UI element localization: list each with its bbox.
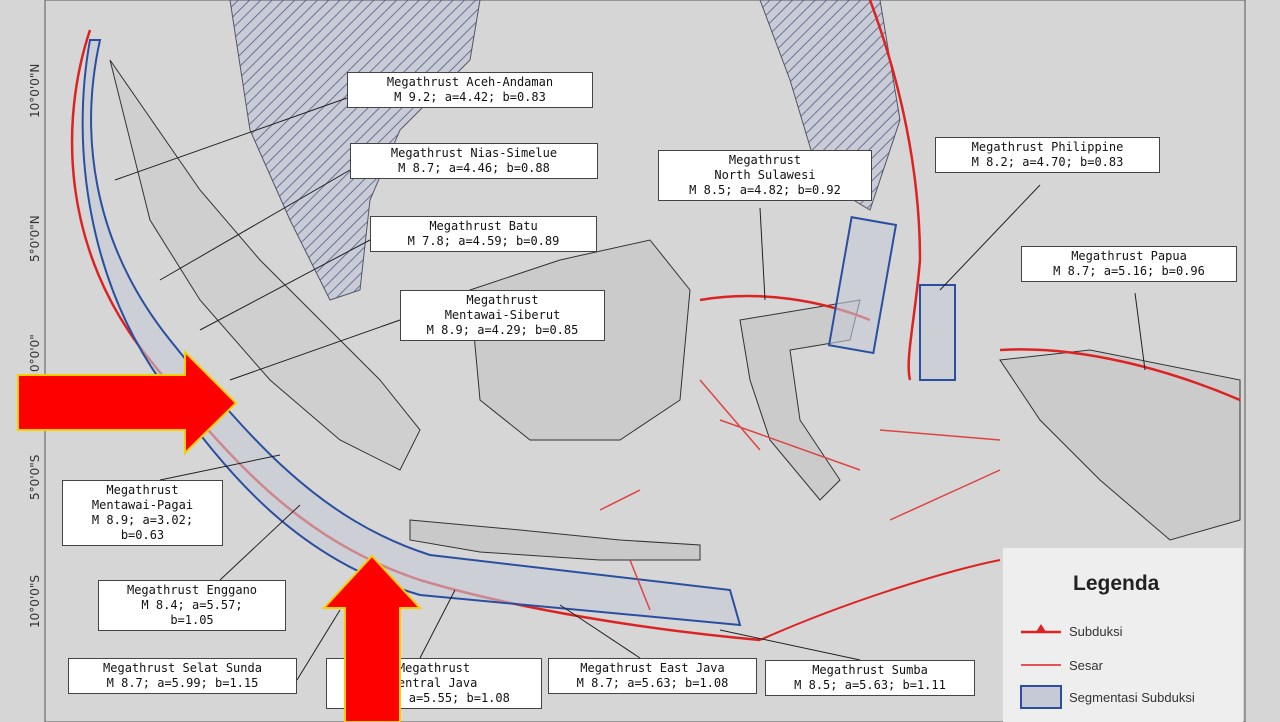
legend-subduksi-tooth — [1036, 624, 1046, 632]
label-line: Megathrust Papua — [1071, 249, 1187, 263]
label-line: Megathrust Batu — [429, 219, 538, 233]
megathrust-label: Megathrust Nias-Simelue M 8.7; a=4.46; b=… — [350, 143, 598, 179]
label-line: Megathrust Sumba — [812, 663, 928, 677]
label-line: M 8.7; a=4.46; b=0.88 — [398, 161, 550, 175]
legend-segment-symbol — [1020, 685, 1062, 709]
megathrust-label: Megathrust East Java M 8.7; a=5.63; b=1.0… — [548, 658, 757, 694]
label-line: Mentawai-Pagai — [91, 498, 194, 512]
megathrust-label: Megathrust Papua M 8.7; a=5.16; b=0.96 — [1021, 246, 1237, 282]
segment-north-sulawesi — [827, 216, 898, 355]
label-line: Megathrust Aceh-Andaman — [386, 75, 554, 89]
legend-item: Sesar — [1069, 658, 1103, 673]
megathrust-label: Megathrust North Sulawesi M 8.5; a=4.82; b… — [658, 150, 872, 201]
megathrust-label: Megathrust Philippine M 8.2; a=4.70; b=0.… — [935, 137, 1160, 173]
label-line: Megathrust Nias-Simelue — [390, 146, 558, 160]
label-line: M 8.5; a=5.63; b=1.11 — [794, 678, 946, 692]
legend-item: Subduksi — [1069, 624, 1123, 639]
subduction-segments — [81, 39, 742, 627]
sumatra — [109, 59, 421, 471]
subduction-papua — [999, 348, 1241, 402]
label-line: Megathrust — [466, 293, 539, 307]
legend-symbols — [1020, 624, 1062, 709]
subduction-philippine — [868, 0, 922, 381]
leader-lines — [114, 97, 1146, 681]
faults — [599, 379, 1001, 611]
label-line: Mentawai-Siberut — [444, 308, 561, 322]
label-line: M 8.4; a=5.57; — [141, 598, 243, 612]
frame — [44, 0, 1246, 722]
label-line: M 8.5; a=4.82; b=0.92 — [689, 183, 841, 197]
label-line: b=0.63 — [120, 528, 165, 542]
arrow-up — [321, 554, 423, 722]
label-line: M 8.7; a=5.16; b=0.96 — [1053, 264, 1205, 278]
label-line: Megathrust — [397, 661, 471, 675]
megathrust-label: Megathrust Selat Sunda M 8.7; a=5.99; b=1… — [68, 658, 297, 694]
label-line: Megathrust — [728, 153, 802, 167]
segment-philippine — [919, 284, 956, 381]
arrow-right — [17, 349, 238, 456]
megathrust-label: Megathrust Enggano M 8.4; a=5.57; b=1.05 — [98, 580, 286, 631]
megathrust-label: Megathrust Batu M 7.8; a=4.59; b=0.89 — [370, 216, 597, 252]
label-line: Megathrust Selat Sunda — [103, 661, 262, 675]
java — [409, 519, 701, 561]
label-line: M 8.2; a=4.70; b=0.83 — [971, 155, 1124, 169]
label-line: Megathrust Philippine — [971, 140, 1124, 154]
subduction-east — [759, 559, 1001, 641]
label-line: M 8.9; a=3.02; — [91, 513, 194, 527]
label-line: Megathrust Enggano — [126, 583, 258, 597]
megathrust-label: Megathrust Aceh-Andaman M 9.2; a=4.42; b=… — [347, 72, 593, 108]
megathrust-label: Megathrust Mentawai-Pagai M 8.9; a=3.02; b=… — [62, 480, 223, 546]
label-line: M 9.2; a=4.42; b=0.83 — [394, 90, 546, 104]
legend-title: Legenda — [1073, 572, 1160, 595]
papua — [999, 349, 1241, 541]
label-line: North Sulawesi — [714, 168, 816, 182]
label-line: Megathrust East Java — [580, 661, 725, 675]
label-line: M 8.7; a=5.99; b=1.15 — [106, 676, 259, 690]
label-line: Megathrust — [106, 483, 179, 497]
label-line: M 7.8; a=4.59; b=0.89 — [407, 234, 560, 248]
legend: Legenda Subduksi Sesar Segmentasi Subduk… — [1003, 548, 1243, 722]
megathrust-label: Megathrust Mentawai-Siberut M 8.9; a=4.29;… — [400, 290, 605, 341]
label-line: M 8.9; a=4.29; b=0.85 — [426, 323, 579, 337]
megathrust-label: Megathrust Sumba M 8.5; a=5.63; b=1.11 — [765, 660, 975, 696]
label-line: b=1.05 — [170, 613, 214, 627]
label-line: M 8.7; a=5.63; b=1.08 — [576, 676, 729, 690]
legend-item: Segmentasi Subduksi — [1069, 690, 1195, 705]
label-line: Central Java — [390, 676, 478, 690]
